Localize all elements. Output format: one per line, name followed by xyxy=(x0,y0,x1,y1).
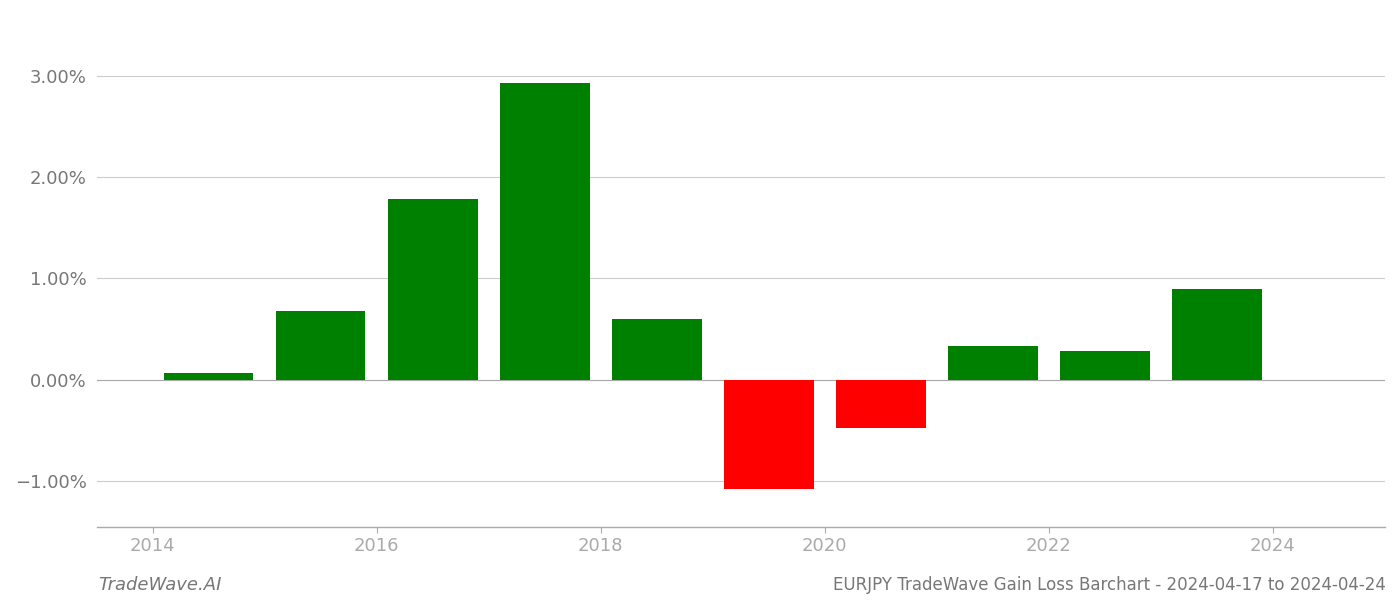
Text: TradeWave.AI: TradeWave.AI xyxy=(98,576,221,594)
Bar xyxy=(836,380,925,428)
Bar xyxy=(1060,352,1149,380)
Bar xyxy=(1172,289,1261,380)
Bar xyxy=(724,380,813,489)
Bar xyxy=(612,319,701,380)
Bar xyxy=(276,311,365,380)
Bar xyxy=(948,346,1037,380)
Bar xyxy=(500,83,589,380)
Bar xyxy=(164,373,253,380)
Bar xyxy=(388,199,477,380)
Text: EURJPY TradeWave Gain Loss Barchart - 2024-04-17 to 2024-04-24: EURJPY TradeWave Gain Loss Barchart - 20… xyxy=(833,576,1386,594)
